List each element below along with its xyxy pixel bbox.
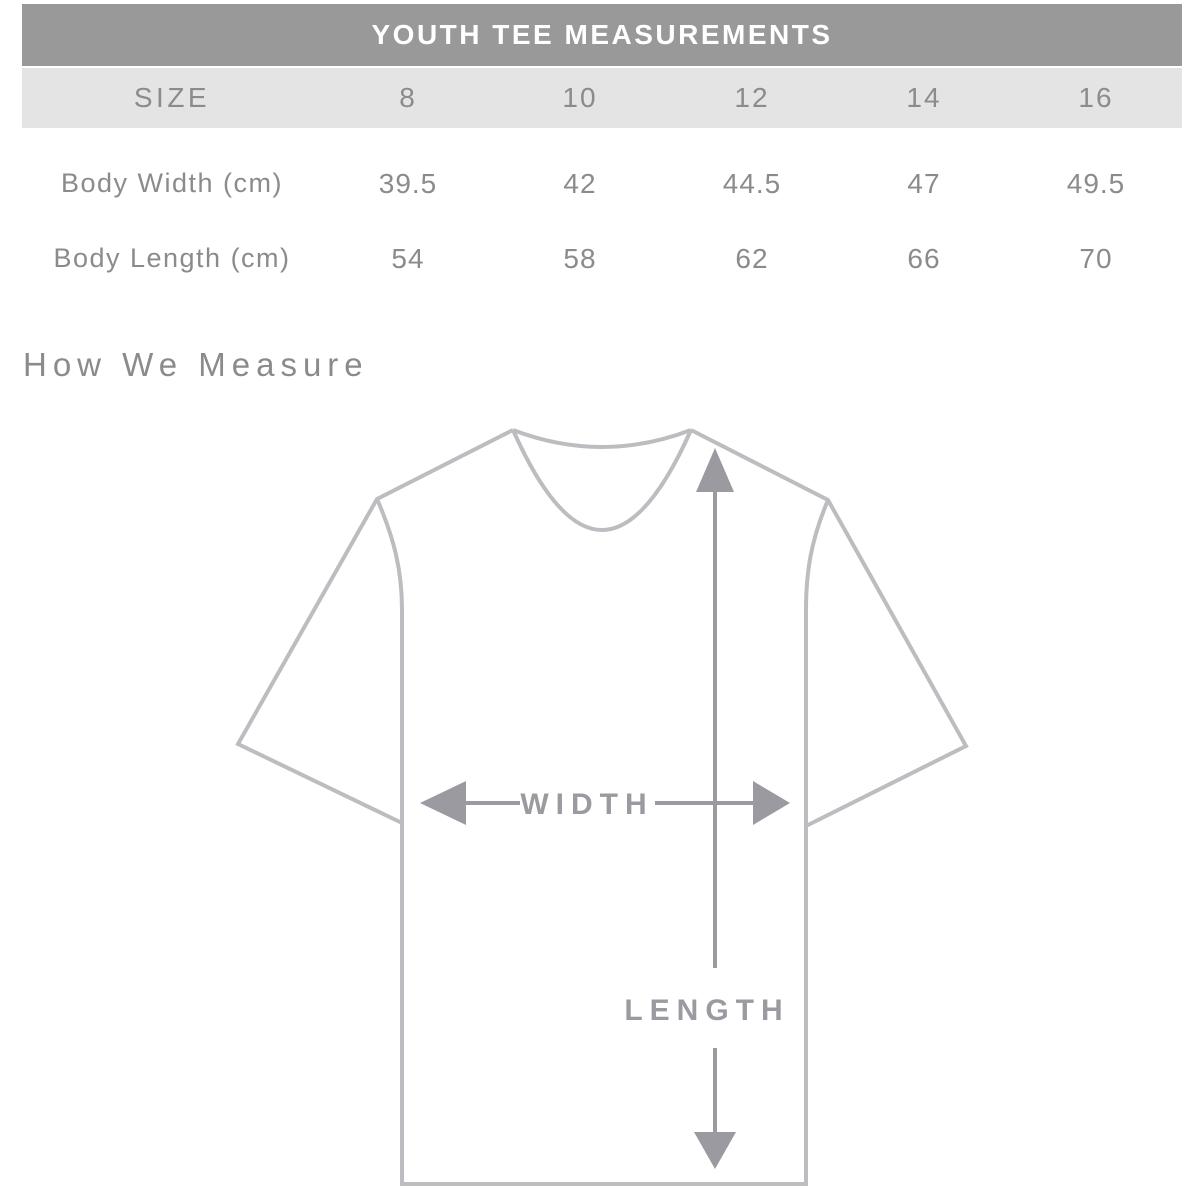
width-arrow [420,781,790,825]
length-label: LENGTH [624,994,789,1027]
table-title-bar: YOUTH TEE MEASUREMENTS [22,4,1182,66]
size-value: 14 [906,82,942,113]
row-label: Body Length (cm) [53,243,291,273]
size-value: 16 [1078,82,1114,113]
measurement-value: 39.5 [378,167,438,199]
measurement-value: 54 [391,242,425,274]
measurement-value: 62 [735,242,769,274]
size-value: 8 [399,82,417,113]
size-row-label: SIZE [133,82,211,113]
tshirt-outline-icon [235,428,969,1186]
size-header-row: SIZE 8 10 12 14 16 [22,68,1182,128]
table-title: YOUTH TEE MEASUREMENTS [371,19,833,50]
length-arrow [694,448,736,1169]
measurement-value: 47 [907,167,941,199]
measurement-value: 44.5 [722,167,782,199]
measurement-value: 58 [563,242,597,274]
table-row-body-width: Body Width (cm) 39.5 42 44.5 47 49.5 [22,146,1182,221]
measurement-value: 42 [563,167,597,199]
measurements-table: YOUTH TEE MEASUREMENTS SIZE 8 10 12 14 1… [22,4,1182,296]
table-row-body-length: Body Length (cm) 54 58 62 66 70 [22,221,1182,296]
how-we-measure-heading: How We Measure [23,346,369,383]
measurement-value: 70 [1079,242,1113,274]
width-label: WIDTH [520,788,653,821]
size-value: 12 [734,82,770,113]
size-value: 10 [562,82,598,113]
how-we-measure-diagram: WIDTH LENGTH [235,428,969,1186]
measurement-value: 66 [907,242,941,274]
measurement-value: 49.5 [1066,167,1126,199]
row-label: Body Width (cm) [60,168,284,198]
